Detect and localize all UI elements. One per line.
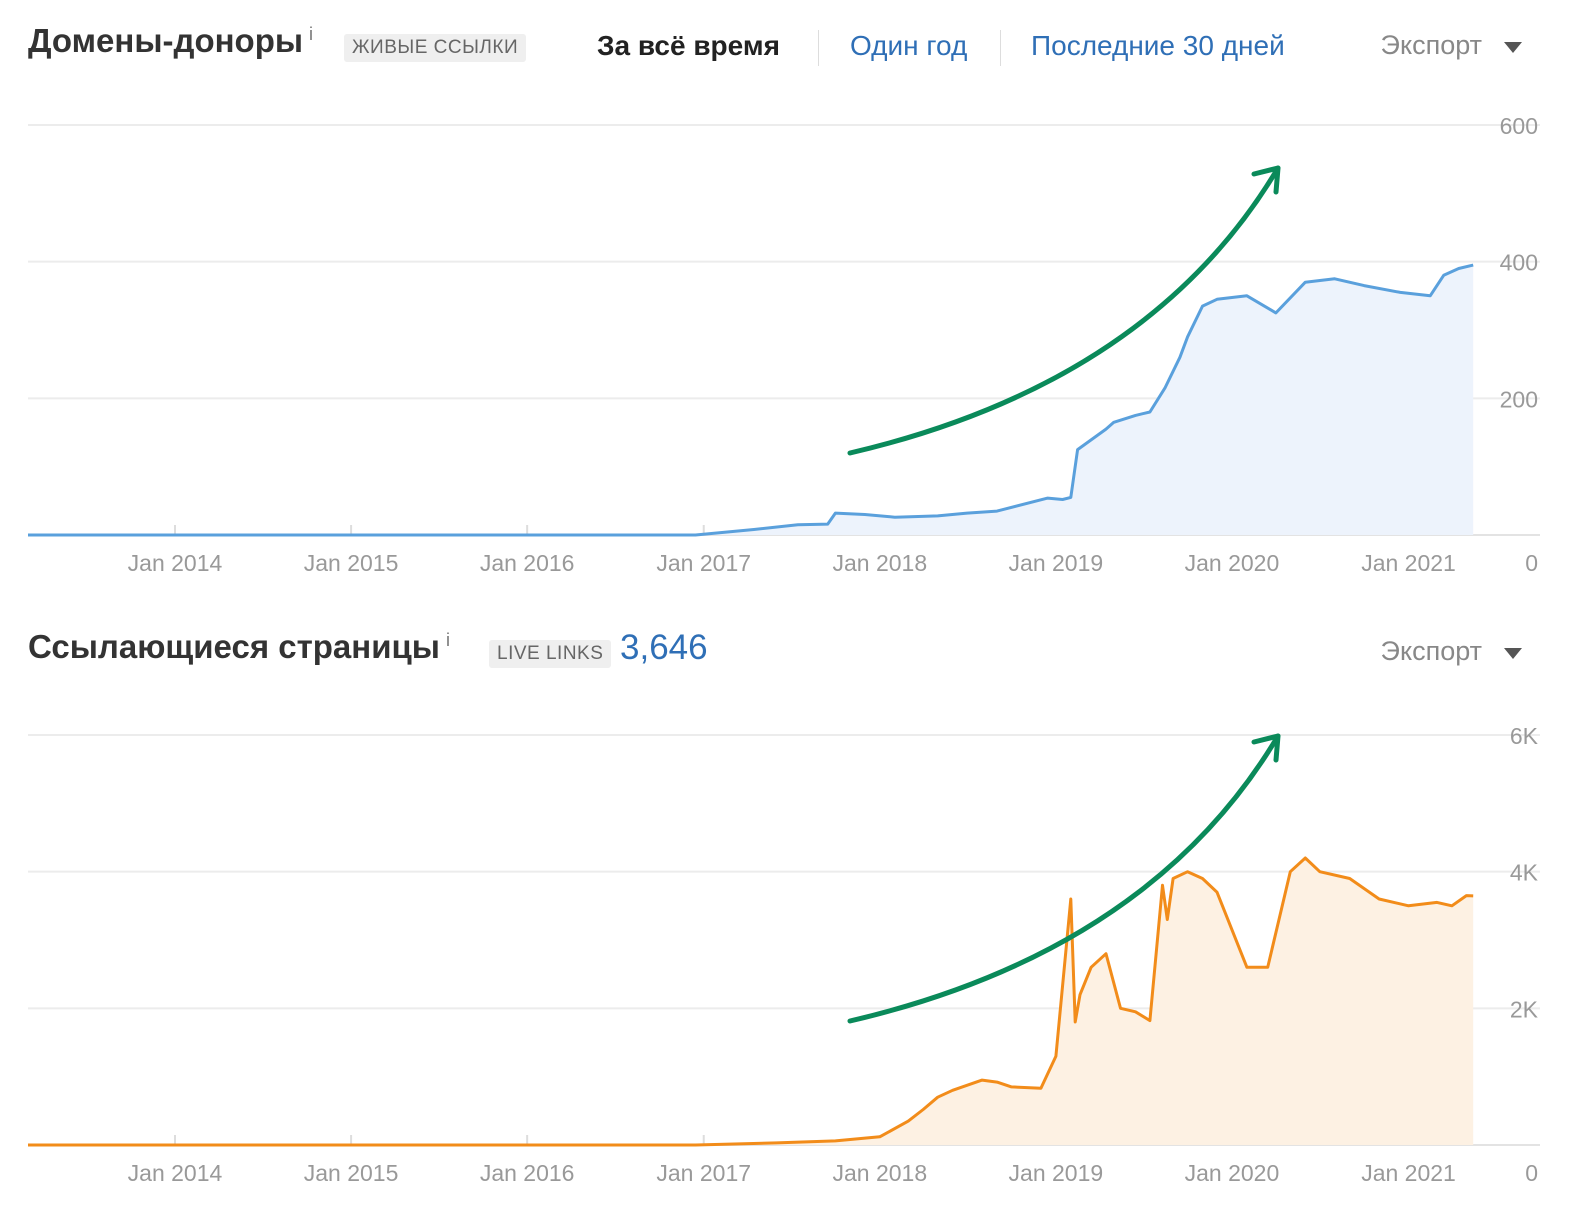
x-tick-label: Jan 2015 (304, 550, 399, 576)
x-tick-label: Jan 2019 (1009, 550, 1104, 576)
x-tick-label: Jan 2016 (480, 550, 575, 576)
x-tick-label: Jan 2016 (480, 1160, 575, 1186)
referring-pages-title: Ссылающиеся страницы i (28, 628, 450, 665)
live-links-count: 3,646 (620, 628, 708, 667)
y-tick-label: 200 (1500, 386, 1538, 412)
x-tick-label: Jan 2014 (128, 550, 223, 576)
y-tick-label: 2K (1510, 996, 1539, 1022)
chevron-down-icon[interactable] (1504, 648, 1522, 659)
x-tick-label: Jan 2020 (1185, 550, 1280, 576)
live-links-badge: LIVE LINKS (489, 640, 612, 668)
x-tick-label: Jan 2017 (656, 550, 751, 576)
x-tick-label: Jan 2019 (1009, 1160, 1104, 1186)
series-area (28, 265, 1474, 535)
referring-pages-chart: 0 2K 4K 6K Jan 2014 Jan 2015 Jan 2016 Jan 2017 J… (28, 723, 1540, 1186)
tab-divider (1000, 30, 1001, 66)
tab-last-30-days[interactable]: Последние 30 дней (1031, 30, 1285, 61)
x-tick-label: Jan 2015 (304, 1160, 399, 1186)
chevron-down-icon[interactable] (1504, 42, 1522, 53)
x-tick-label: Jan 2014 (128, 1160, 223, 1186)
y-tick-label: 600 (1500, 113, 1538, 139)
referring-domains-chart: 0 200 400 600 Jan 2014 Jan 2015 Jan 2016 Jan 20… (28, 113, 1540, 576)
tab-divider (818, 30, 819, 66)
trend-arrow (847, 733, 1281, 1024)
series-line (28, 856, 1474, 1147)
live-links-badge: ЖИВЫЕ ССЫЛКИ (344, 34, 527, 62)
x-tick-label: Jan 2018 (832, 1160, 927, 1186)
info-icon[interactable]: i (309, 24, 314, 44)
y-tick-label: 400 (1500, 250, 1538, 276)
series-line (28, 263, 1474, 537)
referring-pages-header: Ссылающиеся страницы i LIVE LINKS 3,646 Э… (0, 620, 1586, 680)
x-tick-label: Jan 2020 (1185, 1160, 1280, 1186)
y-tick-label: 0 (1525, 1160, 1538, 1186)
x-tick-label: Jan 2021 (1361, 1160, 1456, 1186)
y-tick-label: 0 (1525, 550, 1538, 576)
referring-domains-header: Домены-доноры i ЖИВЫЕ ССЫЛКИ За всё время… (0, 14, 1586, 74)
y-tick-label: 4K (1510, 860, 1539, 886)
export-button[interactable]: Экспорт (1380, 636, 1482, 666)
tab-all-time[interactable]: За всё время (597, 30, 780, 61)
x-tick-label: Jan 2017 (656, 1160, 751, 1186)
x-tick-label: Jan 2021 (1361, 550, 1456, 576)
info-icon[interactable]: i (445, 630, 450, 650)
x-tick-label: Jan 2018 (832, 550, 927, 576)
referring-domains-title: Домены-доноры i (28, 22, 314, 59)
series-area (28, 858, 1474, 1145)
trend-arrow-head (1251, 733, 1281, 763)
trend-arrow (847, 165, 1281, 456)
trend-arrow-head (1251, 165, 1281, 195)
export-button[interactable]: Экспорт (1380, 30, 1482, 60)
tab-one-year[interactable]: Один год (850, 30, 968, 61)
y-tick-label: 6K (1510, 723, 1539, 749)
